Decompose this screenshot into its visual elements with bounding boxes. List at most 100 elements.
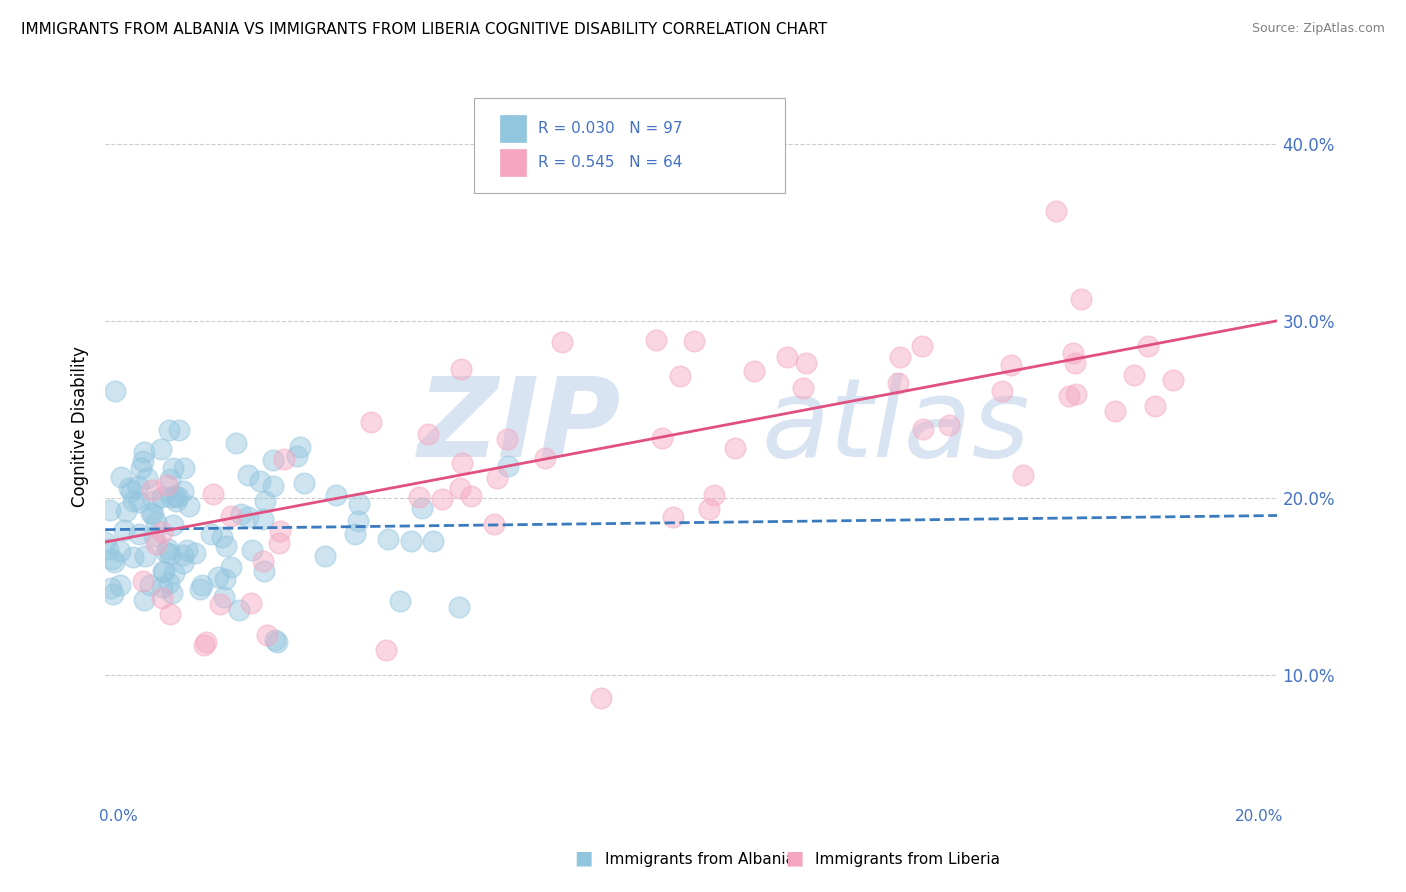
- Point: [288, 440, 311, 454]
- Point: [132, 574, 155, 589]
- Point: [651, 431, 673, 445]
- Point: [159, 607, 181, 622]
- Text: Immigrants from Albania: Immigrants from Albania: [605, 852, 794, 867]
- Point: [229, 507, 252, 521]
- Text: 20.0%: 20.0%: [1234, 809, 1284, 824]
- Point: [236, 510, 259, 524]
- Bar: [501, 115, 526, 142]
- Point: [669, 369, 692, 384]
- Point: [240, 543, 263, 558]
- Point: [551, 334, 574, 349]
- Point: [325, 488, 347, 502]
- Point: [129, 461, 152, 475]
- Point: [97, 541, 120, 556]
- Point: [134, 593, 156, 607]
- Point: [150, 580, 173, 594]
- Point: [262, 452, 284, 467]
- Text: R = 0.030   N = 97: R = 0.030 N = 97: [537, 120, 682, 136]
- Point: [449, 481, 471, 495]
- Point: [214, 572, 236, 586]
- Point: [938, 418, 960, 433]
- Point: [389, 594, 412, 608]
- Point: [1122, 368, 1144, 383]
- Text: 0.0%: 0.0%: [100, 809, 138, 824]
- Point: [219, 509, 242, 524]
- Point: [219, 560, 242, 574]
- Point: [172, 556, 194, 570]
- Point: [645, 333, 668, 347]
- Point: [256, 628, 278, 642]
- Point: [150, 442, 173, 456]
- Point: [236, 467, 259, 482]
- Point: [134, 445, 156, 459]
- Point: [159, 547, 181, 561]
- Point: [347, 514, 370, 528]
- Point: [252, 554, 274, 568]
- Point: [162, 461, 184, 475]
- Point: [266, 635, 288, 649]
- Point: [172, 484, 194, 499]
- Point: [418, 426, 440, 441]
- Point: [1063, 356, 1085, 370]
- Point: [911, 422, 934, 436]
- Point: [408, 490, 430, 504]
- Point: [662, 510, 685, 524]
- Point: [127, 479, 149, 493]
- Point: [1012, 467, 1035, 482]
- Point: [157, 423, 180, 437]
- Point: [344, 527, 367, 541]
- Point: [188, 582, 211, 596]
- Point: [104, 384, 127, 398]
- Point: [152, 564, 174, 578]
- Point: [100, 581, 122, 595]
- Point: [145, 537, 167, 551]
- Text: IMMIGRANTS FROM ALBANIA VS IMMIGRANTS FROM LIBERIA COGNITIVE DISABILITY CORRELAT: IMMIGRANTS FROM ALBANIA VS IMMIGRANTS FR…: [21, 22, 827, 37]
- Point: [267, 536, 290, 550]
- Point: [139, 506, 162, 520]
- Point: [165, 489, 187, 503]
- Point: [150, 490, 173, 504]
- Point: [162, 517, 184, 532]
- Point: [269, 524, 291, 538]
- Point: [165, 494, 187, 508]
- Point: [374, 643, 396, 657]
- Point: [460, 489, 482, 503]
- Point: [228, 602, 250, 616]
- Point: [253, 564, 276, 578]
- Point: [101, 551, 124, 566]
- Point: [496, 458, 519, 473]
- Point: [1057, 389, 1080, 403]
- Point: [159, 472, 181, 486]
- Point: [103, 555, 125, 569]
- Point: [122, 549, 145, 564]
- Point: [724, 441, 747, 455]
- Point: [273, 451, 295, 466]
- Point: [262, 479, 284, 493]
- Point: [191, 578, 214, 592]
- Point: [411, 501, 433, 516]
- Point: [794, 356, 817, 370]
- Point: [157, 576, 180, 591]
- Point: [482, 516, 505, 531]
- Point: [115, 503, 138, 517]
- Point: [177, 499, 200, 513]
- Point: [699, 501, 721, 516]
- Text: R = 0.545   N = 64: R = 0.545 N = 64: [537, 154, 682, 169]
- Point: [252, 512, 274, 526]
- Point: [143, 493, 166, 508]
- Point: [682, 334, 704, 349]
- Point: [1064, 387, 1087, 401]
- Point: [451, 456, 474, 470]
- Bar: [501, 149, 526, 176]
- Point: [128, 527, 150, 541]
- Point: [163, 566, 186, 581]
- Point: [207, 570, 229, 584]
- Point: [138, 578, 160, 592]
- Point: [108, 578, 131, 592]
- Point: [98, 503, 121, 517]
- Point: [155, 545, 177, 559]
- Point: [134, 549, 156, 563]
- Point: [156, 478, 179, 492]
- Point: [143, 528, 166, 542]
- Point: [110, 470, 132, 484]
